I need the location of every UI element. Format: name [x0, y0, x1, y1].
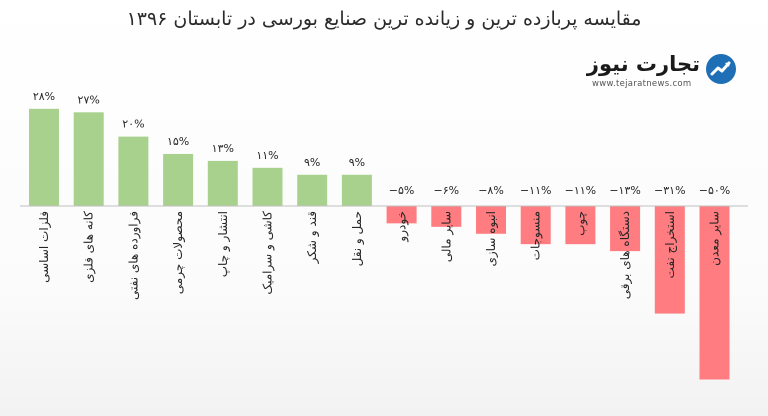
- value-label-16: −۵۰%: [699, 184, 731, 197]
- value-label-8: ۹%: [349, 156, 365, 169]
- bar-15: [654, 206, 685, 314]
- brand-logo: تجارت نیوز www.tejaratnews.com: [586, 52, 748, 96]
- chart-title: مقایسه پربازده ترین و زیانده ترین صنایع …: [126, 8, 642, 30]
- bar-5: [207, 160, 238, 206]
- category-label-14: دستگاه های برقی: [618, 211, 633, 299]
- value-label-10: −۶%: [434, 184, 460, 197]
- bar-11: [476, 206, 506, 234]
- bar-14: [610, 206, 641, 252]
- category-label-3: فراورده های نفتی: [126, 211, 141, 300]
- tejaratnews-logo-icon: [706, 54, 736, 84]
- value-label-5: ۱۳%: [212, 142, 234, 155]
- value-label-7: ۹%: [304, 156, 320, 169]
- value-label-2: ۲۷%: [78, 93, 100, 106]
- category-label-15: استخراج نفت: [663, 211, 678, 278]
- bar-4: [163, 153, 194, 206]
- category-label-11: انبوه سازی: [484, 211, 499, 267]
- category-label-12: منسوجات: [529, 211, 544, 260]
- logo-url: www.tejaratnews.com: [592, 79, 692, 89]
- value-label-3: ۲۰%: [122, 118, 144, 131]
- value-label-9: −۵%: [389, 184, 415, 197]
- logo-name: تجارت نیوز: [586, 52, 700, 76]
- category-label-6: کاشی و سرامیک: [261, 211, 276, 295]
- category-label-9: خودرو: [395, 211, 410, 243]
- value-label-1: ۲۸%: [33, 90, 55, 103]
- category-label-10: سایر مالی: [439, 211, 454, 262]
- category-label-1: فلزات اساسی: [37, 211, 52, 283]
- value-label-11: −۸%: [478, 184, 504, 197]
- category-label-2: کانه های فلزی: [82, 211, 97, 283]
- value-label-14: −۱۳%: [609, 184, 641, 197]
- bar-16: [699, 206, 730, 380]
- category-label-8: حمل و نقل: [350, 211, 365, 266]
- bar-7: [297, 174, 328, 206]
- bar-2: [73, 112, 104, 206]
- bar-8: [341, 174, 372, 206]
- bar-3: [118, 136, 149, 206]
- category-label-13: چوب: [573, 211, 588, 236]
- category-label-7: قند و شکر: [305, 211, 320, 264]
- category-label-16: سایر معدن: [708, 211, 723, 266]
- value-label-15: −۳۱%: [654, 184, 686, 197]
- value-label-12: −۱۱%: [520, 184, 552, 197]
- bar-13: [565, 206, 596, 245]
- category-label-4: محصولات چرمی: [171, 211, 186, 294]
- category-label-5: انتشار و چاپ: [216, 211, 231, 277]
- bar-12: [520, 206, 551, 245]
- bar-9: [386, 206, 417, 224]
- bar-6: [252, 167, 283, 206]
- value-label-13: −۱۱%: [565, 184, 597, 197]
- bar-1: [29, 108, 59, 206]
- bar-10: [431, 206, 462, 227]
- value-label-4: ۱۵%: [167, 135, 189, 148]
- value-label-6: ۱۱%: [256, 149, 278, 162]
